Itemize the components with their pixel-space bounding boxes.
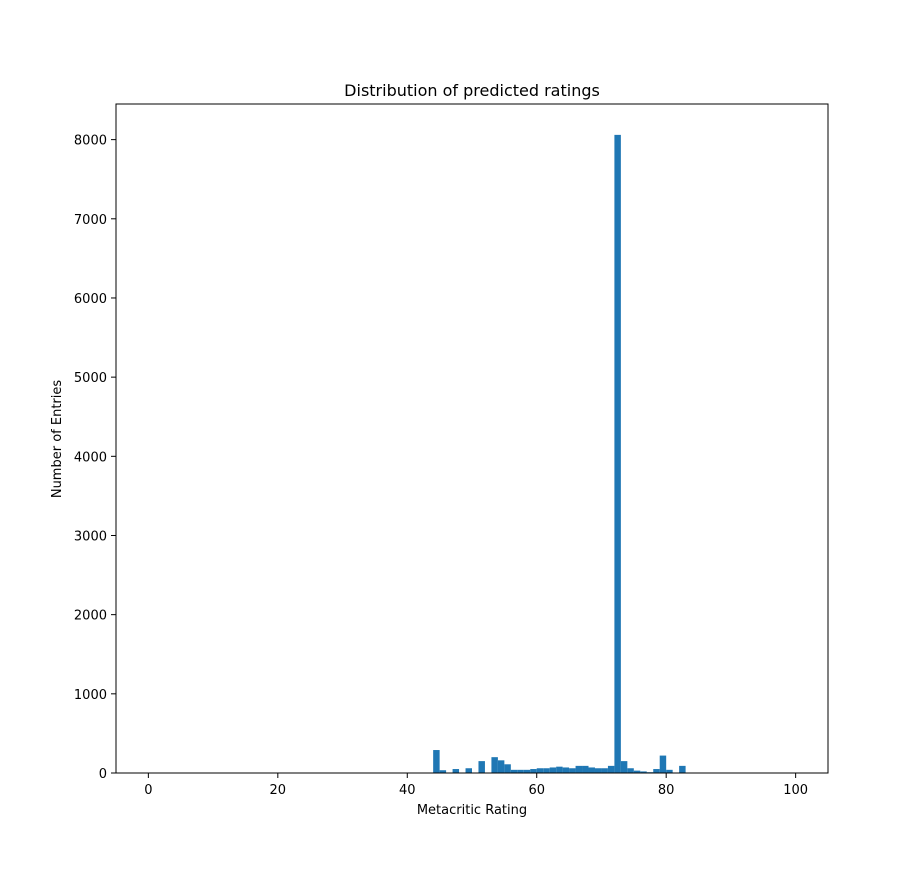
x-tick-label: 20 xyxy=(270,783,287,798)
histogram-bar xyxy=(588,767,595,773)
histogram-bar xyxy=(433,750,440,773)
y-tick-label: 8000 xyxy=(74,134,107,149)
histogram-bar xyxy=(659,755,667,773)
histogram-bar xyxy=(679,765,686,773)
y-tick-label: 4000 xyxy=(74,450,107,465)
histogram-bar xyxy=(562,767,570,773)
histogram-bar xyxy=(575,765,583,773)
x-tick-label: 100 xyxy=(783,783,808,798)
histogram-bar xyxy=(620,761,628,773)
histogram-bar xyxy=(614,134,621,773)
y-ticks-group: 0 1000 2000 3000 4000 5000 6000 7000 8000 xyxy=(74,134,116,782)
x-ticks-group: 0 20 40 60 80 100 xyxy=(144,773,808,798)
histogram-bar xyxy=(452,769,460,773)
histogram-bar xyxy=(607,765,615,773)
histogram-bar xyxy=(549,767,557,773)
histogram-bar xyxy=(439,770,447,773)
histogram-bar xyxy=(556,766,563,773)
x-tick-label: 40 xyxy=(399,783,416,798)
histogram-bar xyxy=(543,768,550,773)
x-tick-label: 0 xyxy=(144,783,152,798)
x-axis-label: Metacritic Rating xyxy=(417,803,527,818)
histogram-bar xyxy=(491,757,498,773)
histogram-bar xyxy=(536,768,544,773)
histogram-bar xyxy=(627,768,634,773)
histogram-bar xyxy=(504,764,511,773)
histogram-bar xyxy=(523,769,531,773)
histogram-bar xyxy=(601,768,608,773)
histogram-bar xyxy=(510,769,518,773)
x-tick-label: 60 xyxy=(528,783,545,798)
histogram-bar xyxy=(465,768,472,773)
y-tick-label: 3000 xyxy=(74,529,107,544)
chart-title: Distribution of predicted ratings xyxy=(344,81,600,100)
histogram-bar xyxy=(497,760,505,773)
histogram-bar xyxy=(478,761,485,773)
histogram-bar xyxy=(582,765,589,773)
bars-group xyxy=(433,134,686,773)
histogram-bar xyxy=(633,770,641,773)
y-tick-label: 0 xyxy=(99,767,107,782)
y-tick-label: 5000 xyxy=(74,371,107,386)
y-tick-label: 2000 xyxy=(74,609,107,624)
histogram-bar xyxy=(569,768,576,773)
histogram-bar xyxy=(530,769,537,773)
y-tick-label: 6000 xyxy=(74,292,107,307)
histogram-bar xyxy=(640,771,647,773)
histogram-bar xyxy=(653,769,660,773)
x-tick-label: 80 xyxy=(658,783,675,798)
y-axis-label: Number of Entries xyxy=(50,380,65,499)
y-tick-label: 7000 xyxy=(74,213,107,228)
plot-frame xyxy=(115,103,829,774)
histogram-bar xyxy=(666,769,673,773)
histogram-bar xyxy=(594,768,602,773)
histogram-bar xyxy=(517,769,524,773)
y-tick-label: 1000 xyxy=(74,688,107,703)
